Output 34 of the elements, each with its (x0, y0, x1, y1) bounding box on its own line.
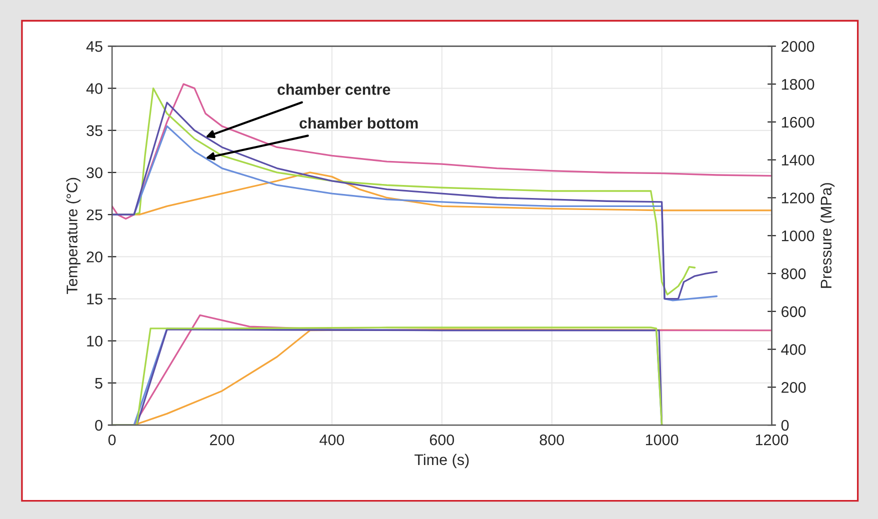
y-tick-label: 20 (86, 252, 102, 262)
x-axis-title: Time (s) (414, 454, 469, 468)
y-tick-label: 30 (86, 167, 102, 178)
y-tick-label: 10 (87, 336, 102, 347)
annotation: chamber bottom (300, 117, 418, 129)
x-tick-label: 200 (210, 434, 234, 446)
y2-tick-label: 600 (782, 306, 806, 318)
y2-tick-label: 1600 (782, 116, 814, 128)
y-tick-label: 5 (95, 378, 102, 389)
x-tick-label: 800 (540, 434, 564, 446)
y-tick-label: 0 (95, 420, 102, 431)
y2-tick-label: 200 (782, 382, 806, 393)
x-tick-label: 1000 (646, 434, 678, 446)
annotation: chamber centre (278, 84, 390, 95)
y-tick-label: 40 (86, 83, 102, 94)
y-tick-label: 15 (87, 294, 102, 304)
y2-tick-label: 2000 (782, 41, 814, 52)
y2-tick-label: 1400 (782, 154, 814, 166)
y2-tick-label: 0 (781, 420, 789, 431)
x-tick-label: 600 (430, 434, 454, 446)
x-tick-label: 400 (320, 434, 344, 446)
y2-tick-label: 400 (781, 344, 806, 355)
y-tick-label: 35 (86, 125, 102, 136)
x-tick-label: 0 (108, 434, 116, 446)
y2-tick-label: 1200 (782, 192, 814, 204)
y-tick-label: 45 (86, 41, 102, 52)
y2-tick-label: 800 (781, 268, 806, 280)
y2-tick-label: 1000 (782, 230, 814, 242)
y2-tick-label: 1800 (782, 78, 814, 90)
y2-axis-title: Pressure (MPa) (820, 183, 835, 288)
y-axis-title: Temperature (°C) (66, 178, 80, 294)
x-tick-label: 1200 (756, 434, 788, 446)
y-tick-label: 25 (86, 209, 102, 220)
line-series (112, 83, 772, 220)
